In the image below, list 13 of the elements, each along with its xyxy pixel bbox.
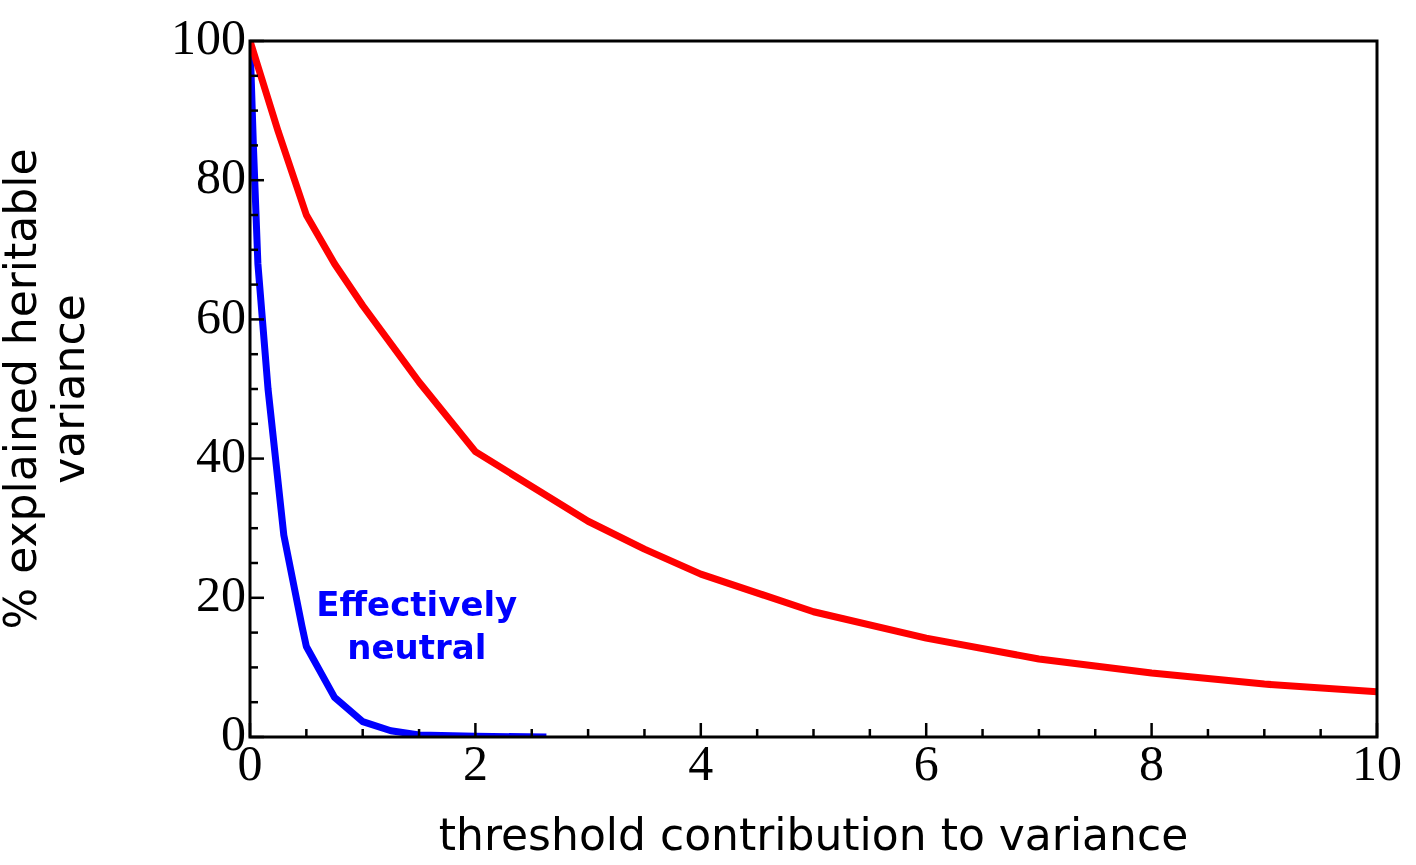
x-tick-label: 10 [1352, 735, 1402, 792]
y-axis-title: % explained heritable variance [0, 148, 95, 630]
y-tick-label: 20 [196, 565, 246, 622]
y-tick-label: 60 [196, 287, 246, 344]
x-axis-title: threshold contribution to variance [438, 809, 1189, 861]
x-tick-label: 2 [462, 735, 488, 792]
y-tick-label: 40 [196, 426, 246, 483]
x-tick-label: 4 [688, 735, 714, 792]
series-label: Effectively neutral [316, 583, 518, 667]
y-tick-label: 100 [171, 9, 246, 66]
y-tick-label: 80 [196, 148, 246, 205]
x-tick-label: 8 [1139, 735, 1165, 792]
x-tick-label: 6 [913, 735, 939, 792]
